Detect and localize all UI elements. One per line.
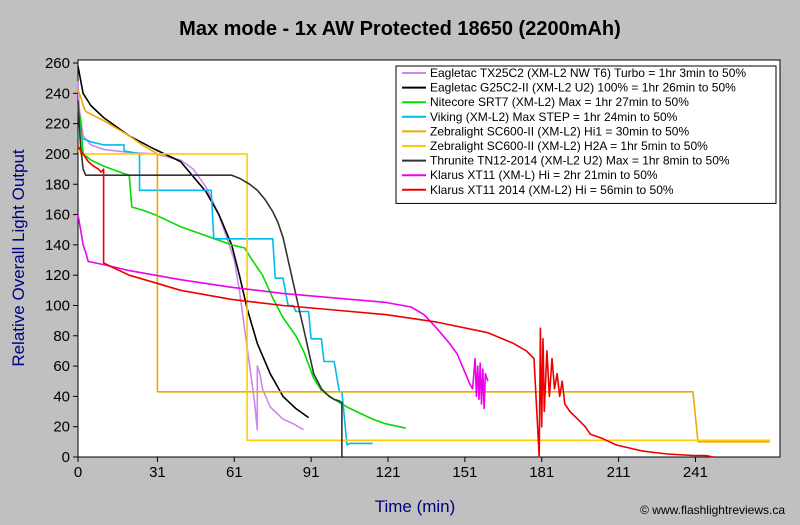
legend-entry: Zebralight SC600-II (XM-L2) Hi1 = 30min … [430,124,689,138]
y-tick-label: 160 [45,207,70,224]
x-tick-label: 0 [74,464,82,481]
x-tick-label: 121 [375,464,400,481]
y-tick-label: 20 [53,419,70,436]
legend-entry: Eagletac TX25C2 (XM-L2 NW T6) Turbo = 1h… [430,66,746,80]
y-tick-label: 140 [45,237,70,254]
legend-entry: Klarus XT11 (XM-L) Hi = 2hr 21min to 50% [430,168,658,182]
y-tick-label: 120 [45,267,70,284]
x-tick-label: 61 [226,464,243,481]
y-tick-label: 60 [53,358,70,375]
legend: Eagletac TX25C2 (XM-L2 NW T6) Turbo = 1h… [395,65,777,204]
x-tick-label: 241 [683,464,708,481]
x-tick-label: 91 [303,464,320,481]
y-tick-label: 40 [53,388,70,405]
chart-title: Max mode - 1x AW Protected 18650 (2200mA… [179,18,621,40]
legend-entry: Zebralight SC600-II (XM-L2) H2A = 1hr 5m… [430,139,708,153]
y-tick-label: 0 [62,449,70,466]
legend-entry: Nitecore SRT7 (XM-L2) Max = 1hr 27min to… [430,95,689,109]
axes: 0 31 61 91 121 151 181 211 241 0 20 40 60 80 100 120 140… [45,55,708,481]
legend-entry: Klarus XT11 2014 (XM-L2) Hi = 56min to 5… [430,183,674,197]
credit-text: © www.flashlightreviews.ca [640,503,785,517]
legend-entry: Viking (XM-L2) Max STEP = 1hr 24min to 5… [430,110,678,124]
series-line-7 [77,100,345,458]
y-tick-label: 80 [53,328,70,345]
y-axis-title: Relative Overall Light Output [9,149,28,367]
legend-entry: Eagletac G25C2-II (XM-L2 U2) 100% = 1hr … [430,81,736,95]
x-tick-label: 151 [452,464,477,481]
series-line-3 [77,108,407,429]
series-lines [77,65,770,458]
x-axis-title: Time (min) [375,497,456,516]
series-line-1 [77,81,304,431]
series-line-4 [77,135,373,446]
y-tick-label: 240 [45,85,70,102]
y-tick-label: 260 [45,55,70,72]
legend-entry: Thrunite TN12-2014 (XM-L2 U2) Max = 1hr … [430,154,730,168]
series-line-8 [77,214,489,410]
y-tick-label: 220 [45,116,70,133]
legend-box [395,65,777,204]
x-tick-label: 181 [529,464,554,481]
y-tick-label: 100 [45,297,70,314]
y-tick-label: 200 [45,146,70,163]
x-tick-label: 211 [607,464,631,481]
series-line-9 [77,145,714,458]
y-tick-label: 180 [45,176,70,193]
series-line-6 [78,150,770,442]
series-line-2 [77,65,310,419]
x-tick-label: 31 [149,464,166,481]
